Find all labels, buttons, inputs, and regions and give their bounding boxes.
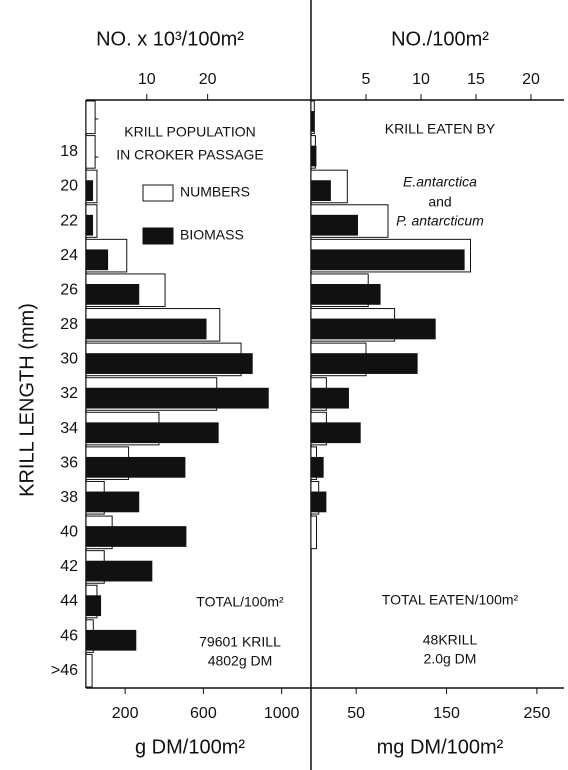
top-tick-label: 10 [412, 71, 430, 88]
y-tick-label: 44 [60, 593, 78, 610]
y-tick-label: 32 [60, 385, 78, 402]
legend-label: NUMBERS [180, 184, 250, 200]
biomass-bar [86, 422, 219, 444]
y-tick-label: 24 [60, 247, 78, 264]
y-tick-label: 38 [60, 489, 78, 506]
biomass-bar [86, 249, 109, 271]
biomass-bar [86, 526, 187, 547]
annotation: TOTAL EATEN/100m² [382, 592, 519, 608]
biomass-bar [311, 111, 315, 132]
legend-swatch [142, 227, 174, 245]
bottom-tick-label: 200 [112, 705, 139, 722]
top-tick-label: 15 [467, 71, 485, 88]
biomass-bar [86, 629, 137, 651]
biomass-bar [311, 318, 436, 340]
y-tick-label: 22 [60, 212, 78, 229]
annotation: and [428, 194, 451, 210]
y-tick-label: 46 [60, 627, 78, 644]
legend-label: BIOMASS [180, 227, 244, 243]
biomass-bar [86, 284, 140, 305]
top-axis-title: NO. x 10³/100m² [96, 28, 244, 50]
top-tick-label: 5 [362, 71, 371, 88]
top-axis-title: NO./100m² [391, 28, 489, 50]
biomass-bar [311, 422, 361, 444]
numbers-bar [310, 515, 317, 550]
y-axis-title: KRILL LENGTH (mm) [16, 303, 38, 497]
y-tick-label: 28 [60, 316, 78, 333]
y-tick-label: 30 [60, 351, 78, 368]
annotation: 48KRILL [423, 632, 478, 648]
y-tick-label: 20 [60, 178, 78, 195]
bottom-tick-label: 600 [190, 705, 217, 722]
y-tick-label: 18 [60, 143, 78, 160]
y-tick-label: 40 [60, 524, 78, 541]
biomass-bar [86, 491, 140, 513]
biomass-bar [86, 560, 153, 582]
biomass-bar [86, 180, 94, 201]
annotation: P. antarcticum [396, 213, 484, 229]
annotation: 4802g DM [208, 653, 273, 669]
y-tick-label: 26 [60, 281, 78, 298]
biomass-bar [311, 145, 317, 167]
top-tick-label: 20 [522, 71, 540, 88]
top-tick-label: 10 [138, 71, 156, 88]
annotation: IN CROKER PASSAGE [116, 147, 264, 163]
numbers-bar [85, 653, 93, 688]
annotation: KRILL EATEN BY [385, 121, 496, 137]
biomass-bar [86, 595, 102, 617]
biomass-bar [311, 491, 327, 513]
annotation: 79601 KRILL [199, 634, 281, 650]
bottom-axis-title: g DM/100m² [135, 736, 245, 758]
biomass-bar [86, 387, 269, 409]
bottom-tick-label: 1000 [264, 705, 300, 722]
y-tick-label: 36 [60, 454, 78, 471]
annotation: KRILL POPULATION [124, 124, 255, 140]
biomass-bar [311, 353, 418, 374]
top-tick-label: 20 [199, 71, 217, 88]
bottom-axis-title: mg DM/100m² [377, 736, 504, 758]
biomass-bar [86, 353, 253, 374]
biomass-bar [311, 214, 358, 236]
y-tick-label: 42 [60, 558, 78, 575]
biomass-bar [86, 214, 94, 236]
numbers-bar [85, 100, 96, 135]
biomass-bar [311, 284, 381, 305]
annotation: E.antarctica [403, 174, 477, 190]
biomass-bar [86, 318, 207, 340]
biomass-bar [311, 456, 324, 478]
annotation: 2.0g DM [424, 651, 477, 667]
bottom-tick-label: 50 [347, 705, 365, 722]
y-tick-label: 34 [60, 420, 78, 437]
annotation: TOTAL/100m² [196, 594, 284, 610]
bottom-tick-label: 150 [433, 705, 460, 722]
biomass-bar [86, 456, 186, 478]
biomass-bar [311, 249, 465, 271]
numbers-bar [85, 135, 96, 169]
bottom-tick-label: 250 [524, 705, 551, 722]
biomass-bar [311, 180, 331, 201]
y-tick-label: >46 [51, 662, 78, 679]
legend-swatch [142, 184, 174, 202]
biomass-bar [311, 387, 349, 409]
